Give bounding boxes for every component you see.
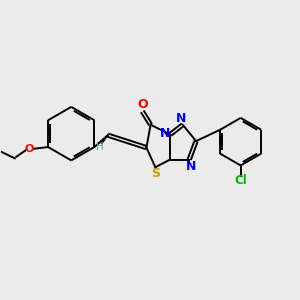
Text: O: O bbox=[25, 144, 34, 154]
Text: N: N bbox=[185, 160, 196, 172]
Text: N: N bbox=[160, 127, 170, 140]
Text: H: H bbox=[97, 142, 104, 152]
Text: Cl: Cl bbox=[234, 174, 247, 188]
Text: O: O bbox=[137, 98, 148, 111]
Text: N: N bbox=[176, 112, 186, 125]
Text: S: S bbox=[151, 167, 160, 180]
